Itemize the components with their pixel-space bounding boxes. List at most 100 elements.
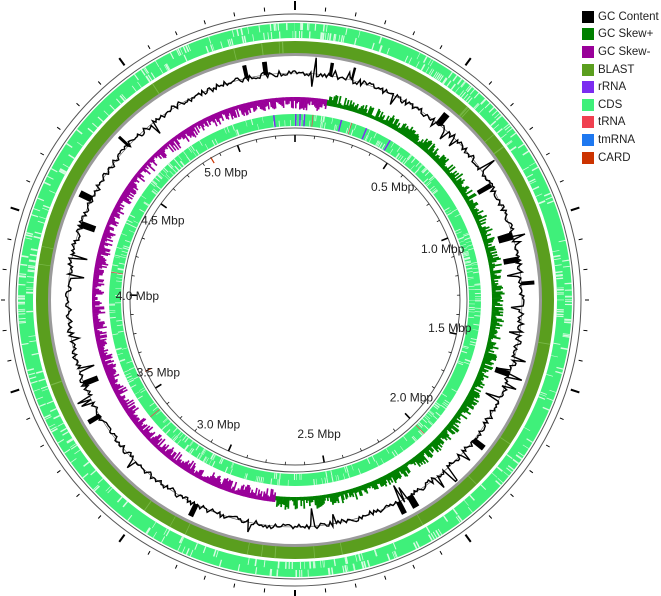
gc-skew-negative-bar (203, 118, 210, 128)
inner-cds-gap (119, 359, 126, 363)
outer-tick (354, 12, 357, 17)
gc-skew-negative-bar (110, 382, 116, 387)
gc-skew-positive-bar (396, 467, 401, 472)
inner-cds-gap (464, 359, 471, 363)
gc-skew-negative-bar (187, 126, 195, 137)
scale-label: 4.5 Mbp (141, 214, 185, 228)
inner-cds-gap (461, 247, 468, 250)
gc-skew-negative-bar (160, 147, 166, 153)
outer-cds-gap (28, 264, 36, 268)
outer-cds-gap (420, 63, 426, 71)
outer-cds-gap (60, 427, 67, 433)
inner-cds-gap (115, 302, 122, 304)
inner-cds-gap (350, 129, 354, 136)
outer-tick (545, 444, 550, 448)
inner-cds-gap (163, 418, 169, 424)
inner-cds-gap (331, 476, 334, 483)
inner-cds-gap (140, 195, 147, 200)
gc-skew-negative-bar (112, 385, 121, 391)
outer-cds-gap (446, 80, 452, 87)
gc-skew-positive-bar (345, 490, 349, 498)
inner-cds-gap (287, 479, 289, 486)
inner-cds-track (108, 114, 481, 486)
outer-cds-gap (504, 125, 511, 131)
blast-track (36, 41, 554, 559)
outer-cds-gap (526, 438, 533, 443)
gc-skew-positive-bar (486, 253, 493, 257)
gc-skew-negative-bar (111, 383, 121, 389)
outer-cds-gap (564, 320, 572, 322)
outer-cds-gap (26, 276, 35, 278)
inner-cds-gap (236, 129, 240, 136)
inner-cds-gap (109, 310, 116, 311)
gc-skew-negative-bar (119, 398, 125, 403)
inner-cds-gap (204, 143, 209, 150)
outer-cds-gap (496, 466, 503, 472)
outer-cds-gap (466, 86, 473, 93)
gc-skew-negative-bar (208, 115, 213, 122)
gc-skew-positive-bar (384, 474, 392, 486)
gc-skew-positive-bar (439, 158, 450, 168)
gc-skew-negative-bar (114, 389, 124, 396)
gc-skew-positive-bar (353, 104, 357, 113)
inner-cds-gap (380, 458, 384, 464)
gc-skew-positive-bar (407, 460, 411, 465)
gc-skew-negative-bar (190, 469, 196, 476)
outer-cds-gap (29, 340, 37, 343)
gc-skew-positive-bar (316, 495, 320, 508)
outer-cds-gap (334, 34, 337, 42)
gc-skew-positive-bar (291, 496, 294, 502)
gc-skew-positive-bar (486, 251, 491, 254)
gc-skew-negative-bar (236, 105, 239, 109)
inner-cds-gap (474, 315, 481, 317)
gc-skew-positive-bar (290, 496, 293, 501)
gc-skew-positive-bar (443, 427, 448, 432)
gc-skew-negative-bar (96, 254, 104, 258)
gc-skew-negative-bar (128, 411, 136, 418)
inner-cds-gap (399, 155, 404, 162)
outer-cds-gap (97, 116, 104, 123)
outer-cds-gap (394, 550, 398, 558)
gc-skew-negative-bar (189, 125, 195, 132)
inner-tick (449, 331, 457, 335)
gc-skew-negative-bar (102, 232, 112, 238)
blast-gap (500, 437, 511, 445)
inner-cds-gap (415, 161, 421, 167)
inner-cds-gap (427, 412, 433, 417)
gc-skew-negative-bar (121, 399, 134, 408)
inner-cds-gap (381, 143, 386, 150)
gc-skew-negative-bar (92, 294, 97, 296)
gc-skew-positive-bar (479, 368, 487, 373)
outer-cds-gap (181, 546, 186, 554)
gc-skew-negative-bar (263, 99, 267, 108)
gc-skew-negative-bar (315, 98, 318, 109)
gc-skew-positive-bar (480, 364, 493, 371)
inner-cds-gap (468, 311, 475, 313)
inner-cds-gap (474, 307, 481, 309)
gc-skew-positive-bar (489, 269, 502, 273)
gc-skew-positive-bar (450, 172, 460, 181)
outer-cds-gap (93, 485, 100, 492)
outer-cds-gap (147, 74, 153, 81)
inner-cds-gap (462, 250, 469, 254)
gc-skew-positive-bar (350, 488, 355, 498)
gc-skew-negative-bar (101, 360, 106, 363)
inner-cds-gap (214, 138, 219, 145)
inner-cds-gap (128, 366, 135, 370)
gc-skew-negative-bar (254, 100, 258, 110)
outer-cds-gap (428, 68, 433, 75)
outer-cds-gap (69, 443, 77, 448)
outer-cds-gap (495, 480, 502, 486)
gc-skew-positive-bar (380, 114, 386, 124)
inner-cds-gap (162, 417, 168, 423)
gc-skew-positive-bar (326, 494, 329, 502)
gc-skew-positive-bar (470, 208, 478, 213)
inner-cds-gap (462, 252, 469, 255)
inner-cds-gap (320, 115, 323, 122)
gc-skew-positive-bar (462, 402, 474, 410)
gc-skew-positive-bar (393, 124, 398, 131)
blast-gap (281, 41, 284, 54)
gc-skew-negative-bar (101, 235, 108, 239)
outer-cds-gap (144, 66, 150, 74)
inner-cds-gap (471, 263, 478, 266)
